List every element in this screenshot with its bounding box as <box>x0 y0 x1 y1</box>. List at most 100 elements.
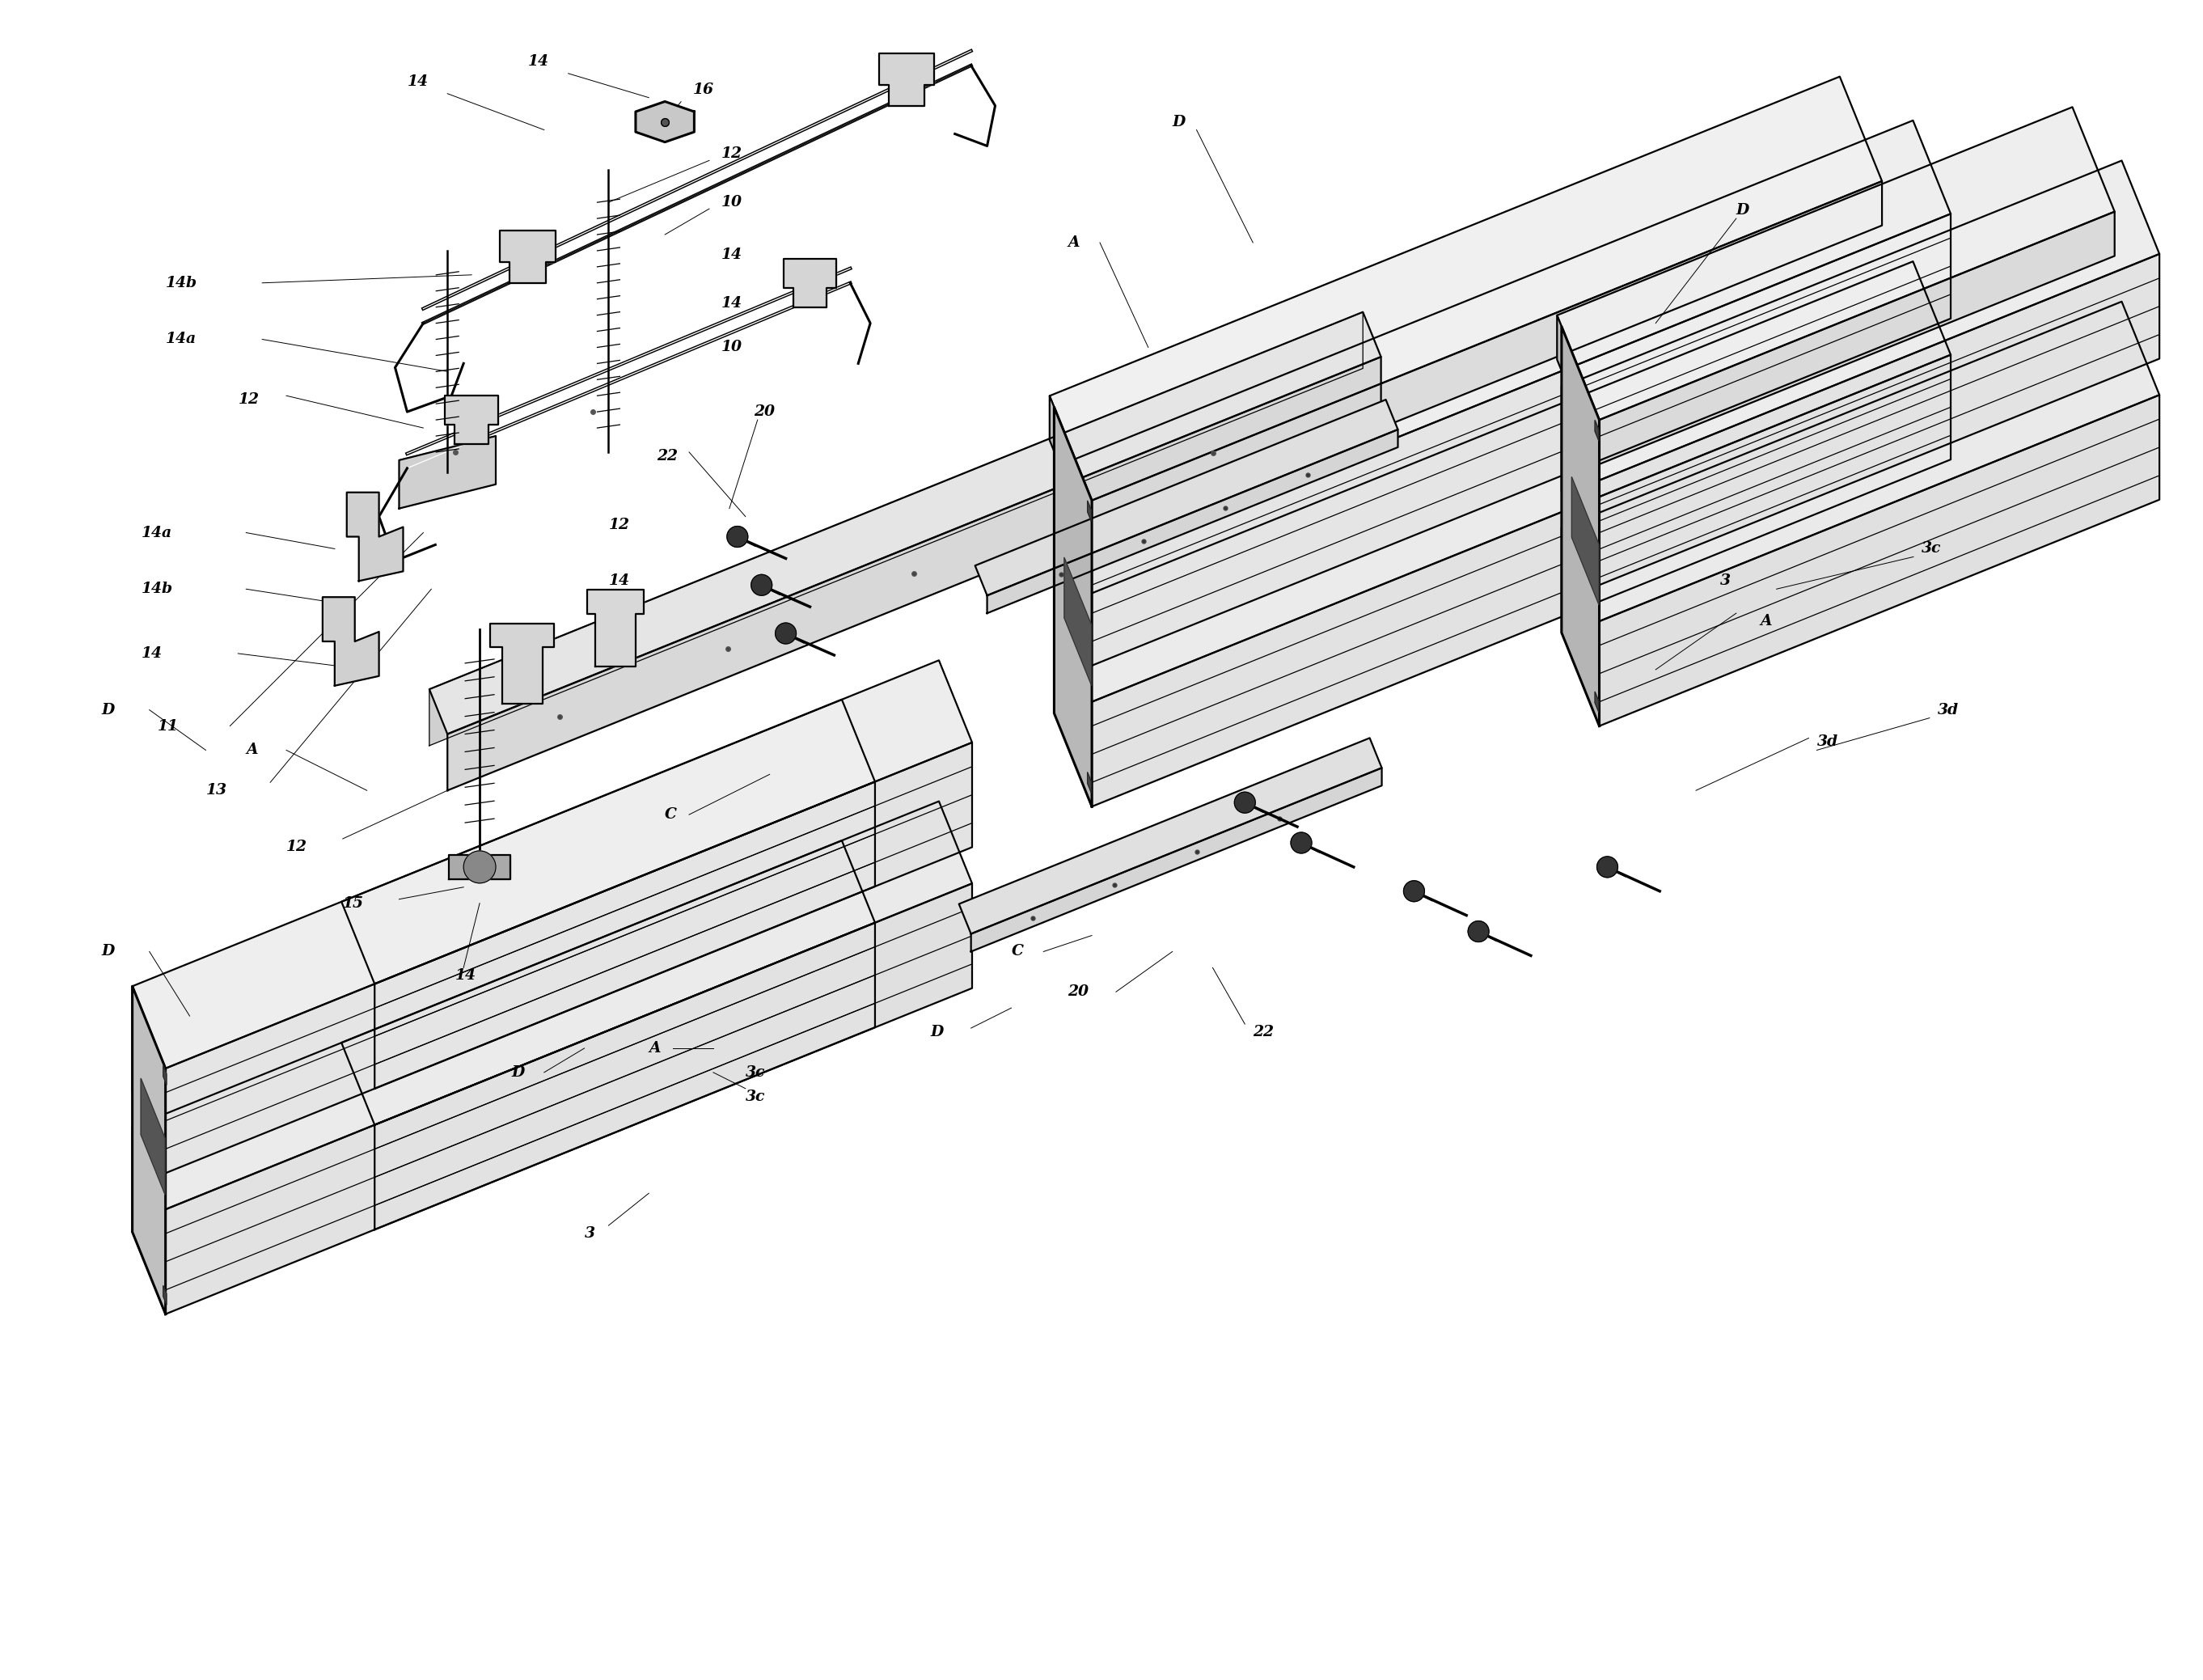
Polygon shape <box>1595 420 1599 440</box>
Circle shape <box>1291 832 1311 853</box>
Polygon shape <box>1562 528 1599 726</box>
Text: 14: 14 <box>608 573 630 588</box>
Polygon shape <box>1595 692 1599 712</box>
Polygon shape <box>1562 302 2159 622</box>
Text: C: C <box>665 808 676 822</box>
Polygon shape <box>141 1079 165 1194</box>
Polygon shape <box>449 855 511 879</box>
Circle shape <box>463 850 496 884</box>
Circle shape <box>1597 857 1617 877</box>
Text: 13: 13 <box>205 783 227 798</box>
Text: 20: 20 <box>1068 984 1088 1000</box>
Circle shape <box>1403 880 1425 902</box>
Polygon shape <box>1562 386 1599 585</box>
Polygon shape <box>1049 77 1881 501</box>
Polygon shape <box>341 801 972 1126</box>
Text: 14a: 14a <box>141 526 172 539</box>
Text: 12: 12 <box>720 146 742 161</box>
Polygon shape <box>1053 467 1093 665</box>
Polygon shape <box>500 230 555 282</box>
Polygon shape <box>1562 326 1599 726</box>
Polygon shape <box>1053 262 1950 702</box>
Polygon shape <box>132 699 875 1068</box>
Text: 11: 11 <box>156 719 178 732</box>
Polygon shape <box>375 884 972 1230</box>
Polygon shape <box>1558 108 2115 420</box>
Polygon shape <box>341 660 972 984</box>
Polygon shape <box>637 101 694 143</box>
Polygon shape <box>1571 477 1599 605</box>
Polygon shape <box>375 743 972 1089</box>
Polygon shape <box>1053 121 1950 561</box>
Text: 12: 12 <box>238 393 260 407</box>
Polygon shape <box>987 430 1399 613</box>
Polygon shape <box>399 437 496 509</box>
Polygon shape <box>163 1285 167 1304</box>
Polygon shape <box>430 312 1381 734</box>
Polygon shape <box>132 986 165 1173</box>
Polygon shape <box>1558 316 1599 464</box>
Polygon shape <box>322 596 379 685</box>
Polygon shape <box>445 396 498 444</box>
Polygon shape <box>784 259 837 307</box>
Text: 3d: 3d <box>1817 734 1837 749</box>
Text: 14: 14 <box>141 647 163 660</box>
Polygon shape <box>165 781 875 1173</box>
Polygon shape <box>132 1127 165 1314</box>
Text: A: A <box>650 1042 661 1055</box>
Text: 14b: 14b <box>165 276 196 291</box>
Text: 14: 14 <box>720 296 742 311</box>
Polygon shape <box>1093 354 1950 806</box>
Text: C: C <box>1011 944 1024 959</box>
Circle shape <box>1467 921 1489 942</box>
Text: 14a: 14a <box>165 333 196 346</box>
Circle shape <box>751 575 771 595</box>
Text: A: A <box>1068 235 1079 250</box>
Polygon shape <box>447 356 1381 791</box>
Text: 14: 14 <box>720 247 742 262</box>
Polygon shape <box>346 492 403 581</box>
Text: 3c: 3c <box>1921 541 1941 556</box>
Polygon shape <box>1093 181 1881 544</box>
Text: 12: 12 <box>286 840 308 853</box>
Polygon shape <box>972 768 1381 951</box>
Circle shape <box>775 623 795 643</box>
Polygon shape <box>1053 407 1093 806</box>
Polygon shape <box>165 922 875 1314</box>
Polygon shape <box>1562 161 2159 480</box>
Text: D: D <box>1736 203 1749 218</box>
Text: 14b: 14b <box>141 581 174 596</box>
Polygon shape <box>1064 558 1090 685</box>
Polygon shape <box>163 1065 167 1085</box>
Polygon shape <box>489 623 555 704</box>
Text: A: A <box>1760 613 1771 628</box>
Polygon shape <box>1093 213 1950 665</box>
Text: D: D <box>511 1065 524 1080</box>
Polygon shape <box>588 590 643 667</box>
Text: D: D <box>101 944 115 959</box>
Polygon shape <box>1088 501 1090 521</box>
Text: 14: 14 <box>529 54 549 69</box>
Text: D: D <box>101 702 115 717</box>
Text: 12: 12 <box>608 517 630 533</box>
Text: 3: 3 <box>1721 573 1732 588</box>
Text: 10: 10 <box>720 195 742 210</box>
Polygon shape <box>1599 254 2159 585</box>
Text: 15: 15 <box>344 895 363 911</box>
Polygon shape <box>1599 395 2159 726</box>
Text: 14: 14 <box>408 74 427 89</box>
Polygon shape <box>976 400 1399 595</box>
Text: D: D <box>1172 114 1185 129</box>
Polygon shape <box>1088 773 1090 793</box>
Text: 14: 14 <box>456 968 476 983</box>
Text: 22: 22 <box>1254 1025 1273 1040</box>
Text: D: D <box>930 1025 943 1040</box>
Polygon shape <box>430 312 1364 746</box>
Circle shape <box>1234 791 1256 813</box>
Text: A: A <box>247 743 258 758</box>
Text: 16: 16 <box>694 82 714 97</box>
Polygon shape <box>958 738 1381 934</box>
Text: 20: 20 <box>753 405 775 418</box>
Text: 3: 3 <box>584 1226 595 1242</box>
Circle shape <box>727 526 747 548</box>
